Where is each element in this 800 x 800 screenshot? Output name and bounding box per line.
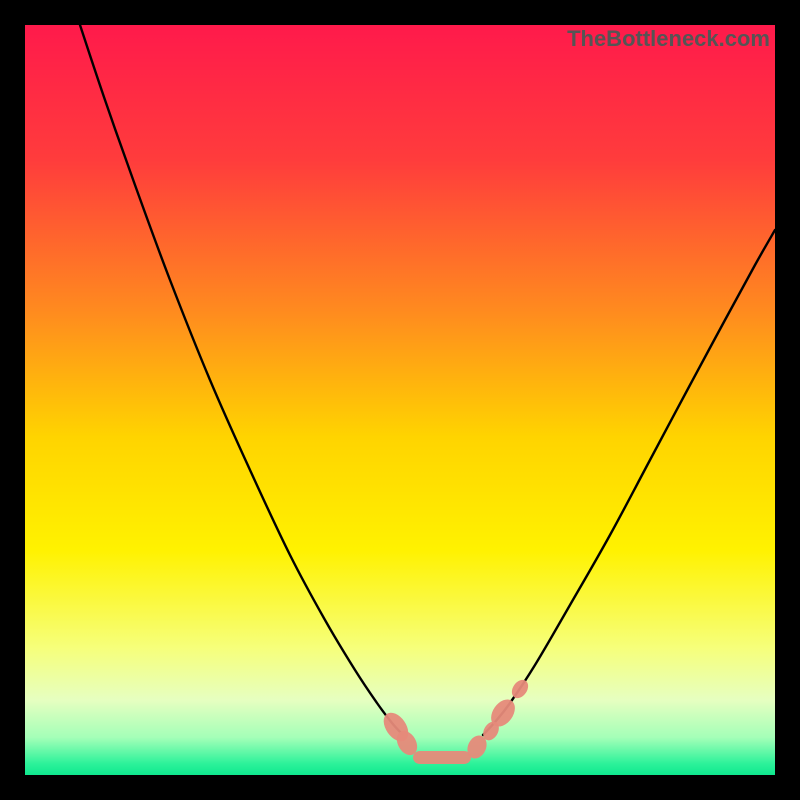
watermark-text: TheBottleneck.com <box>567 26 770 52</box>
chart-frame: TheBottleneck.com <box>0 0 800 800</box>
chart-svg <box>0 0 800 800</box>
marker-bar <box>413 751 471 764</box>
plot-background <box>25 25 775 775</box>
